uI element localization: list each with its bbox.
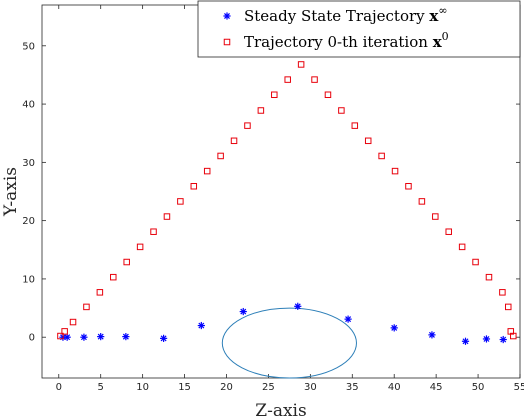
data-point-asterisk [344, 315, 352, 323]
data-point-square [230, 137, 238, 145]
data-point-square [150, 228, 157, 235]
y-axis-label: Y-axis [1, 167, 21, 217]
data-point-asterisk [122, 333, 130, 341]
data-point-square [57, 332, 64, 340]
data-point-square [324, 91, 332, 99]
data-point-square [190, 183, 198, 190]
data-point-asterisk [97, 333, 105, 341]
data-point-square [69, 318, 77, 326]
data-point-square [458, 243, 466, 251]
data-point-asterisk [159, 334, 168, 342]
data-point-square [418, 198, 426, 205]
data-point-asterisk [239, 307, 247, 316]
data-point-square [472, 258, 479, 266]
data-point-square [83, 303, 90, 311]
legend-entry-1: Trajectory 0-th iteration x0 [223, 30, 449, 51]
data-point-square [244, 122, 251, 129]
data-point-square [311, 76, 318, 83]
data-point-square [499, 289, 506, 296]
data-point-square [203, 167, 211, 175]
x-tick-label: 50 [472, 382, 485, 393]
series [57, 61, 517, 345]
data-point-square [61, 328, 68, 335]
data-point-asterisk [461, 337, 470, 345]
data-point-asterisk [197, 321, 205, 330]
data-point-square [485, 273, 493, 281]
data-point-square [505, 303, 512, 311]
y-tick-label: 40 [22, 100, 35, 111]
data-point-asterisk [63, 333, 71, 341]
legend-entry-0: Steady State Trajectory x∞ [223, 4, 448, 25]
x-tick-label: 40 [388, 382, 401, 393]
y-axis-ticks: 0 10 20 30 40 50 [22, 41, 520, 344]
data-point-square [284, 76, 291, 83]
data-point-asterisk [499, 335, 507, 344]
data-point-square [510, 332, 517, 340]
data-point-square [338, 107, 345, 114]
x-tick-label: 5 [98, 382, 104, 393]
data-point-square [96, 289, 104, 296]
x-tick-label: 45 [430, 382, 443, 393]
data-point-square [432, 213, 439, 220]
data-point-square [177, 198, 184, 205]
x-tick-label: 55 [514, 382, 524, 393]
series-0 [59, 302, 507, 345]
highlight-ellipse [221, 307, 357, 379]
y-tick-label: 30 [22, 158, 35, 169]
data-point-square [271, 91, 278, 99]
data-point-square [351, 122, 359, 129]
x-tick-label: 25 [262, 382, 275, 393]
data-point-square [405, 183, 412, 190]
data-point-square [163, 213, 171, 220]
legend-box [197, 0, 521, 58]
data-point-square [223, 38, 231, 46]
data-point-asterisk [482, 335, 491, 343]
data-point-asterisk [390, 324, 398, 332]
data-point-asterisk [428, 331, 436, 339]
data-point-square [297, 61, 305, 68]
data-point-square [110, 273, 117, 281]
x-tick-label: 0 [56, 382, 62, 393]
legend: Steady State Trajectory x∞ Trajectory 0-t… [197, 0, 521, 58]
data-point-square [378, 152, 385, 160]
plot-frame [41, 4, 521, 379]
x-axis-label: Z-axis [255, 401, 306, 420]
x-tick-label: 10 [136, 382, 149, 393]
data-point-square [257, 107, 265, 114]
legend-label: Trajectory 0-th iteration x0 [244, 30, 449, 51]
data-point-asterisk [80, 333, 88, 341]
x-tick-label: 35 [346, 382, 359, 393]
y-tick-label: 50 [22, 41, 35, 52]
data-point-square [123, 258, 130, 266]
data-point-square [445, 228, 452, 235]
y-tick-label: 20 [22, 216, 35, 227]
axes: 0 5 10 15 20 25 30 35 40 45 50 55 0 10 20 30 40 50 [22, 4, 524, 393]
y-tick-label: 10 [22, 274, 35, 285]
data-point-square [391, 167, 399, 175]
x-tick-label: 30 [304, 382, 317, 393]
x-tick-label: 15 [178, 382, 191, 393]
data-point-square [364, 137, 372, 145]
annotations [221, 307, 357, 379]
x-tick-label: 20 [220, 382, 233, 393]
data-point-asterisk [223, 12, 231, 20]
legend-label: Steady State Trajectory x∞ [244, 4, 448, 25]
series-1 [57, 61, 517, 340]
data-point-square [217, 152, 224, 160]
y-tick-label: 0 [29, 333, 35, 344]
data-point-square [136, 243, 144, 251]
data-point-asterisk [294, 302, 302, 310]
